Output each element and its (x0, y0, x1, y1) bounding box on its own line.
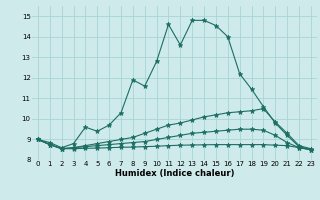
X-axis label: Humidex (Indice chaleur): Humidex (Indice chaleur) (115, 169, 234, 178)
